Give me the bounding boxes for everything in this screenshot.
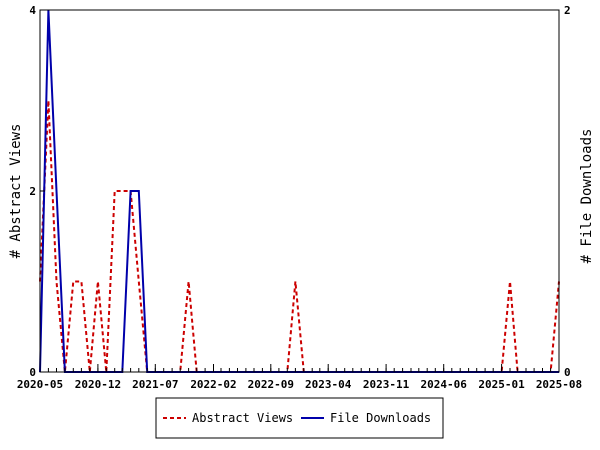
y-right-tick-label: 2: [564, 4, 571, 17]
x-tick-label: 2025-01: [478, 378, 525, 391]
legend-label-abstract-views: Abstract Views: [192, 411, 293, 425]
series-line-abstract-views: [39, 100, 560, 373]
x-tick-label: 2020-05: [17, 378, 63, 391]
y-axis-left-title: # Abstract Views: [8, 124, 24, 259]
ticks-layer: 2020-05 2020-12 2021-07 2022-02 2022-09 2023-…: [17, 4, 582, 391]
x-tick-label: 2023-11: [363, 378, 410, 391]
y-left-tick-label: 0: [29, 366, 36, 379]
x-tick-label: 2020-12: [75, 378, 121, 391]
y-left-tick-label: 4: [29, 4, 36, 17]
x-tick-label: 2022-09: [248, 378, 294, 391]
legend: Abstract Views File Downloads: [155, 397, 444, 439]
x-tick-label: 2024-06: [421, 378, 468, 391]
x-tick-label: 2021-07: [132, 378, 178, 391]
y-right-tick-label: 0: [564, 366, 571, 379]
x-tick-label: 2025-08: [536, 378, 582, 391]
y-left-tick-label: 2: [29, 185, 36, 198]
x-tick-label: 2022-02: [190, 378, 236, 391]
x-tick-label: 2023-04: [305, 378, 352, 391]
legend-box: [155, 397, 444, 439]
legend-label-file-downloads: File Downloads: [330, 411, 431, 425]
y-axis-right-title: # File Downloads: [579, 129, 595, 264]
